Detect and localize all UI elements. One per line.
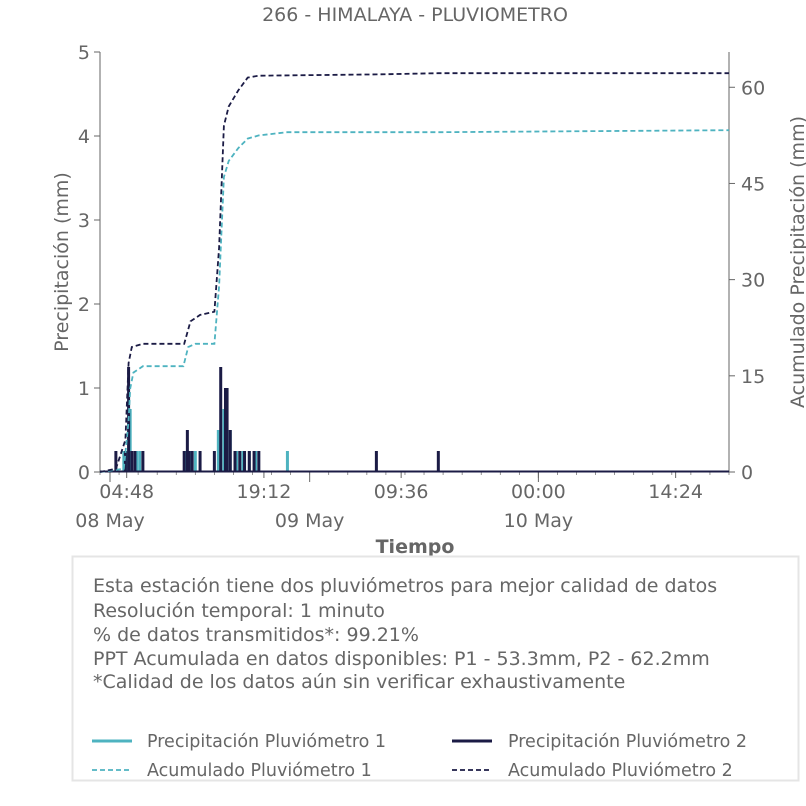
series-p2-bars (100, 367, 729, 473)
legend-label-p2: Precipitación Pluviómetro 2 (508, 732, 747, 752)
x-time-tick-label: 14:24 (648, 481, 703, 503)
chart-title: 266 - HIMALAYA - PLUVIOMETRO (262, 4, 568, 26)
series-accumulated-p2 (99, 72, 729, 473)
y-tick-label: 3 (78, 210, 90, 232)
x-time-tick-label: 09:36 (374, 481, 429, 503)
y2-tick-label: 60 (741, 77, 765, 99)
y-axis-label: Precipitación (mm) (51, 172, 73, 352)
y2-tick-label: 0 (741, 462, 753, 484)
series-p1-bars (100, 409, 729, 473)
y2-tick-label: 45 (741, 173, 765, 195)
info-box: Esta estación tiene dos pluviómetros par… (71, 555, 800, 782)
legend-label-acc-p2: Acumulado Pluviómetro 2 (508, 761, 733, 781)
info-box-frame (71, 555, 800, 782)
info-line-2: Resolución temporal: 1 minuto (93, 600, 385, 622)
y-tick-label: 4 (78, 126, 90, 148)
legend-label-p1: Precipitación Pluviómetro 1 (147, 732, 386, 752)
y-tick-label: 2 (78, 294, 90, 316)
axes (99, 52, 730, 473)
y-tick-label: 5 (78, 42, 90, 64)
info-line-4: PPT Acumulada en datos disponibles: P1 -… (93, 648, 710, 670)
info-line-5: *Calidad de los datos aún sin verificar … (93, 671, 625, 693)
y2-tick-label: 30 (741, 270, 765, 292)
y2-axis-label: Acumulado Precipitación (mm) (787, 116, 806, 408)
right-ticks: 0 15 30 45 60 (729, 77, 765, 484)
y-tick-label: 1 (78, 378, 90, 400)
series-lines (99, 72, 730, 473)
x-time-tick-label: 04:48 (99, 481, 154, 503)
x-date-tick-label: 08 May (75, 510, 145, 532)
left-ticks: 0 1 2 3 4 5 (78, 42, 100, 484)
x-time-tick-label: 19:12 (237, 481, 292, 503)
x-date-tick-label: 10 May (504, 510, 574, 532)
series-accumulated-p1 (99, 129, 730, 473)
x-time-tick-label: 00:00 (511, 481, 566, 503)
y-tick-label: 0 (78, 462, 90, 484)
y2-tick-label: 15 (741, 366, 765, 388)
x-ticks: 04:48 19:12 09:36 00:00 14:24 08 May 09 May 10 … (75, 472, 730, 532)
legend-label-acc-p1: Acumulado Pluviómetro 1 (147, 761, 372, 781)
x-date-tick-label: 09 May (275, 510, 345, 532)
info-line-3: % de datos transmitidos*: 99.21% (93, 624, 419, 646)
info-line-1: Esta estación tiene dos pluviómetros par… (93, 575, 717, 597)
x-axis-label: Tiempo (376, 536, 455, 558)
